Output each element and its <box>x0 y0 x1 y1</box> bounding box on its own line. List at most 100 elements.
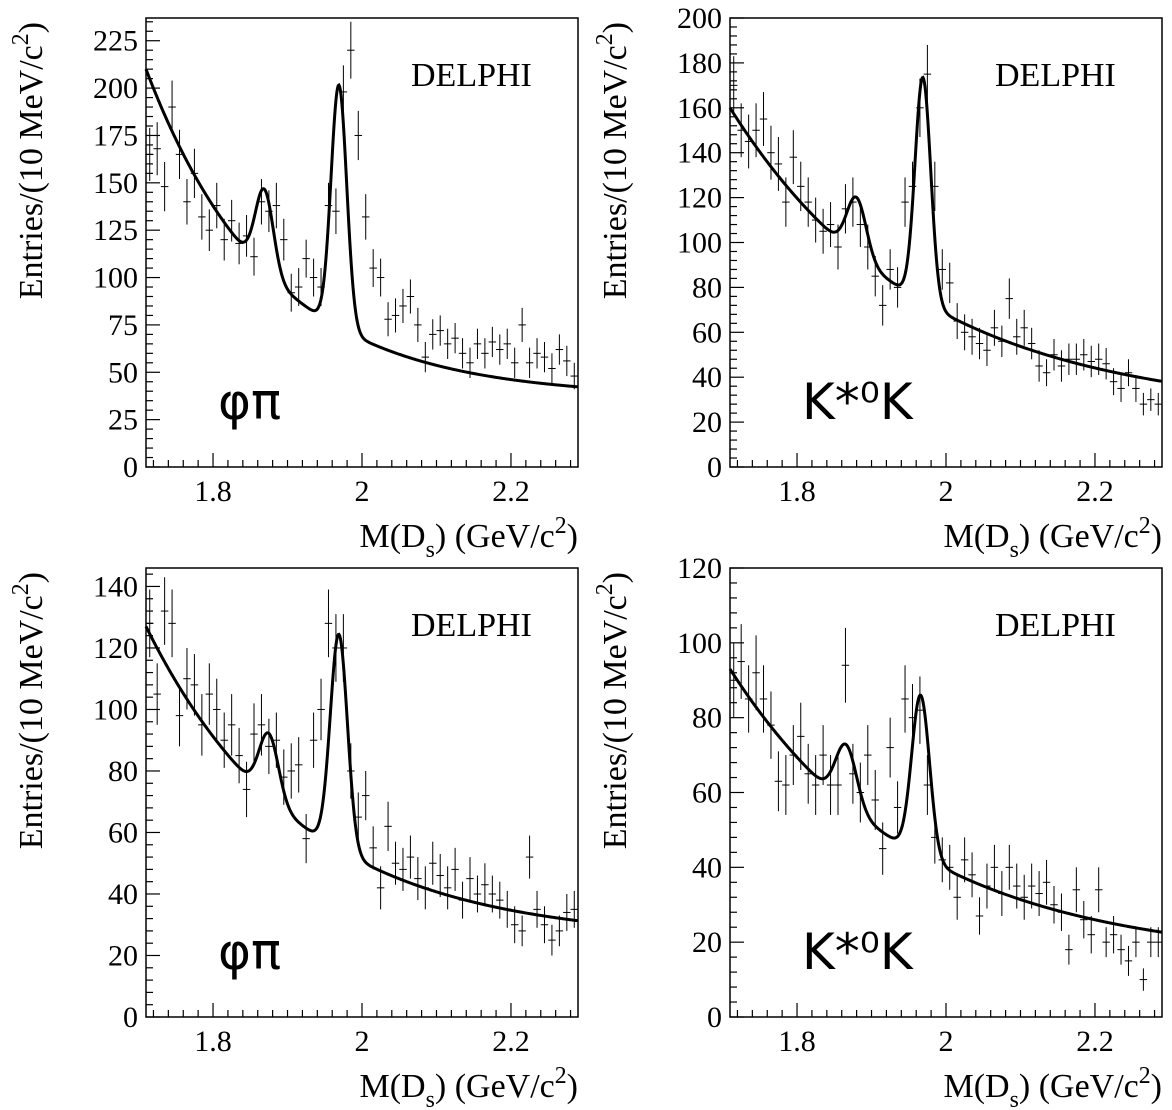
data-point <box>369 249 377 288</box>
data-point <box>168 589 176 658</box>
y-tick-label: 0 <box>123 451 138 484</box>
data-point <box>797 702 805 771</box>
y-tick-label: 40 <box>692 851 722 884</box>
data-point <box>1102 927 1110 958</box>
data-point <box>451 847 459 891</box>
data-point <box>960 837 969 883</box>
data-point <box>362 770 370 821</box>
data-point <box>414 857 422 901</box>
y-axis-title: Entries/(10 MeV/c2) <box>8 572 50 849</box>
x-tick-label: 2.2 <box>1076 1025 1114 1058</box>
data-point <box>1102 348 1110 380</box>
y-tick-label: 80 <box>692 271 722 304</box>
data-point <box>302 814 310 864</box>
data-point <box>1005 844 1014 890</box>
data-point <box>953 874 961 920</box>
x-tick-label: 2.2 <box>1076 475 1114 508</box>
data-point <box>767 125 775 180</box>
data-point <box>759 665 768 733</box>
data-point <box>220 712 228 768</box>
data-point <box>294 737 303 793</box>
data-point <box>826 755 835 815</box>
data-point <box>864 725 872 786</box>
data-point <box>938 249 946 290</box>
y-tick-label: 100 <box>677 227 722 260</box>
y-tick-label: 150 <box>93 167 138 200</box>
data-point <box>1027 863 1036 909</box>
data-point <box>518 915 526 947</box>
data-point <box>496 334 504 365</box>
data-point <box>804 743 812 804</box>
y-tick-label: 25 <box>108 404 138 437</box>
data-point <box>1109 915 1118 954</box>
data-point <box>1020 874 1028 920</box>
experiment-label: DELPHI <box>411 57 532 94</box>
panel-1: 0 25 50 75 100 125 150 175 200 225 1.8 2 2.2 M(Ds) (G… <box>8 17 579 563</box>
data-point <box>1080 901 1088 939</box>
data-point <box>548 353 556 384</box>
y-tick-label: 160 <box>677 92 722 125</box>
data-point <box>362 194 370 240</box>
data-point <box>1005 278 1014 319</box>
data-point <box>841 627 850 703</box>
data-point <box>332 188 340 234</box>
data-point <box>399 847 407 891</box>
data-point <box>205 209 214 252</box>
data-point <box>983 334 991 366</box>
data-point <box>975 897 984 935</box>
y-tick-label: 200 <box>677 2 722 35</box>
data-point <box>878 285 887 326</box>
data-point <box>354 110 362 161</box>
channel-label: φπ <box>218 373 281 431</box>
data-point <box>759 92 768 146</box>
data-point <box>406 279 415 314</box>
data-point <box>235 727 243 784</box>
y-tick-label: 0 <box>707 1001 722 1034</box>
data-point <box>525 835 534 879</box>
x-axis-title: M(Ds) (GeV/c2) <box>944 513 1163 563</box>
x-tick-label: 2.2 <box>492 475 530 508</box>
fit-curve <box>144 625 579 923</box>
y-tick-label: 225 <box>93 25 138 58</box>
data-point <box>510 347 519 378</box>
data-point <box>893 267 902 308</box>
data-point <box>886 717 894 778</box>
data-point <box>481 338 489 369</box>
x-tick-label: 2.2 <box>492 1025 530 1058</box>
data-point <box>1013 318 1021 355</box>
data-point <box>376 258 385 297</box>
panel-2: 0 20 40 60 80 100 120 140 160 180 200 1.8 2 2.2 M(Ds) … <box>592 2 1163 563</box>
data-point <box>1087 915 1095 954</box>
data-point <box>384 302 392 337</box>
data-point <box>309 712 318 768</box>
data-point <box>391 298 400 333</box>
data-point <box>1013 863 1021 909</box>
data-point <box>990 844 999 890</box>
y-axis-title: Entries/(10 MeV/c2) <box>8 22 50 299</box>
data-point <box>1154 392 1162 416</box>
data-point <box>473 875 482 913</box>
data-point <box>1035 350 1043 382</box>
data-point <box>1087 345 1095 378</box>
channel-label: K*⁰K <box>802 923 914 981</box>
data-point <box>946 262 954 304</box>
data-point <box>1147 927 1155 958</box>
x-axis-title: M(Ds) (GeV/c2) <box>360 1063 579 1110</box>
y-tick-label: 125 <box>93 214 138 247</box>
data-point <box>414 307 422 342</box>
y-tick-label: 50 <box>108 356 138 389</box>
data-point <box>198 194 206 240</box>
data-point <box>384 801 392 851</box>
y-tick-label: 80 <box>692 702 722 735</box>
data-point <box>811 755 820 815</box>
data-point <box>190 654 199 716</box>
data-point <box>540 341 549 373</box>
data-point <box>533 890 541 928</box>
y-tick-label: 60 <box>108 816 138 849</box>
x-axis-title: M(Ds) (GeV/c2) <box>360 513 579 563</box>
data-point <box>466 857 474 901</box>
data-point <box>1147 388 1155 411</box>
data-point <box>280 218 288 261</box>
fit-curve <box>728 668 1163 934</box>
data-point <box>436 854 444 898</box>
